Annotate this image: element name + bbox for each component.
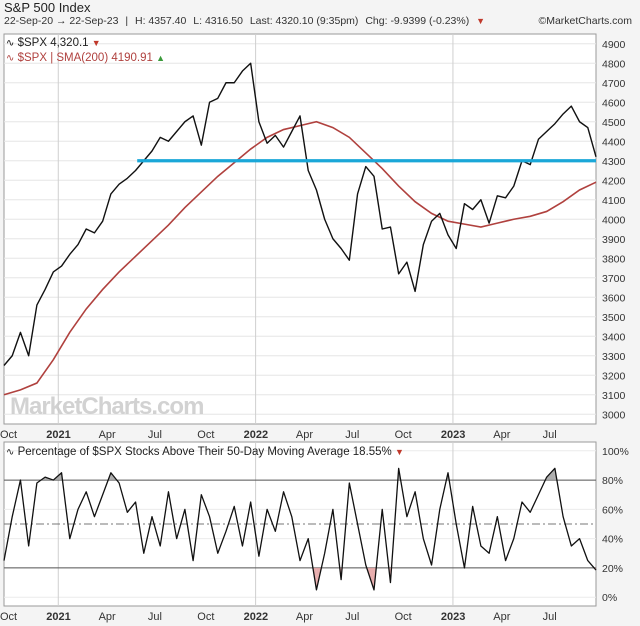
sma-legend-label: $SPX | SMA(200) 4190.91	[17, 52, 153, 64]
low-value: L: 4316.50	[193, 15, 243, 27]
breadth-legend: ∿ Percentage of $SPX Stocks Above Their …	[6, 446, 404, 458]
breadth-x-tick-label: Oct	[197, 611, 214, 623]
breadth-x-tick-label: Jul	[345, 611, 359, 623]
sma-legend-swatch-icon: ∿	[6, 53, 15, 64]
price-y-tick-label: 4400	[602, 136, 626, 148]
price-legend-swatch-icon: ∿	[6, 38, 15, 49]
price-down-icon: ▼	[91, 38, 101, 48]
price-y-tick-label: 3100	[602, 390, 626, 402]
breadth-x-tick-label: 2023	[441, 611, 465, 623]
price-x-tick-label: 2021	[46, 429, 70, 441]
breadth-x-tick-label: Oct	[0, 611, 17, 623]
brand-label: ©MarketCharts.com	[538, 15, 632, 27]
info-bar: 22-Sep-20 → 22-Sep-23 | H: 4357.40 L: 43…	[4, 15, 636, 27]
price-legend: ∿ $SPX 4,320.1 ▼	[6, 37, 101, 49]
breadth-y-tick-label: 40%	[602, 534, 623, 546]
breadth-line	[3, 467, 597, 591]
price-x-tick-label: Jul	[148, 429, 162, 441]
price-y-tick-label: 4800	[602, 58, 626, 70]
price-y-tick-label: 4900	[602, 39, 626, 51]
price-y-tick-label: 3400	[602, 331, 626, 343]
high-value: H: 4357.40	[134, 15, 187, 27]
breadth-x-tick-label: Jul	[543, 611, 557, 623]
price-y-tick-label: 4600	[602, 97, 626, 109]
price-y-tick-label: 4200	[602, 175, 626, 187]
price-y-tick-label: 3700	[602, 273, 626, 285]
last-value: Last: 4320.10 (9:35pm)	[249, 15, 359, 27]
price-y-tick-label: 3200	[602, 370, 626, 382]
breadth-x-tick-label: Apr	[296, 611, 313, 623]
sma-legend: ∿ $SPX | SMA(200) 4190.91 ▲	[6, 52, 165, 64]
price-y-tick-label: 3300	[602, 351, 626, 363]
price-y-tick-label: 4100	[602, 195, 626, 207]
price-y-tick-label: 3900	[602, 234, 626, 246]
breadth-x-tick-label: Apr	[493, 611, 510, 623]
price-x-tick-label: Apr	[493, 429, 510, 441]
breadth-legend-swatch-icon: ∿	[6, 447, 15, 458]
separator: |	[125, 15, 129, 27]
change-value: Chg: -9.9399 (-0.23%)	[365, 15, 470, 27]
price-y-tick-label: 3800	[602, 253, 626, 265]
price-legend-label: $SPX 4,320.1	[17, 37, 89, 49]
page-title: S&P 500 Index	[4, 0, 91, 15]
price-line	[3, 62, 597, 366]
breadth-down-icon: ▼	[395, 447, 404, 457]
price-x-tick-label: Oct	[197, 429, 214, 441]
price-x-tick-label: 2022	[244, 429, 268, 441]
breadth-y-tick-label: 0%	[602, 592, 617, 604]
breadth-y-tick-label: 60%	[602, 504, 623, 516]
price-x-tick-label: Apr	[296, 429, 313, 441]
breadth-y-tick-label: 20%	[602, 563, 623, 575]
sma-200-line	[3, 120, 597, 396]
breadth-y-tick-label: 100%	[602, 446, 629, 458]
sma-up-icon: ▲	[156, 53, 166, 63]
price-y-tick-label: 4300	[602, 156, 626, 168]
breadth-y-tick-label: 80%	[602, 475, 623, 487]
breadth-x-tick-label: Apr	[99, 611, 116, 623]
price-y-tick-label: 4500	[602, 117, 626, 129]
breadth-x-tick-label: Oct	[395, 611, 412, 623]
breadth-x-tick-label: Jul	[148, 611, 162, 623]
price-x-tick-label: Apr	[99, 429, 116, 441]
date-range: 22-Sep-20 → 22-Sep-23	[4, 15, 119, 27]
price-plot-area	[3, 33, 597, 425]
price-y-tick-label: 3500	[602, 312, 626, 324]
price-y-tick-label: 4700	[602, 78, 626, 90]
price-x-tick-label: Oct	[395, 429, 412, 441]
price-x-tick-label: Jul	[543, 429, 557, 441]
watermark-logo: MarketCharts.com	[10, 393, 203, 420]
breadth-x-tick-label: 2022	[244, 611, 268, 623]
price-x-tick-label: 2023	[441, 429, 465, 441]
change-down-icon: ▼	[476, 16, 486, 26]
price-x-tick-label: Jul	[345, 429, 359, 441]
price-y-tick-label: 3000	[602, 409, 626, 421]
breadth-x-tick-label: 2021	[46, 611, 70, 623]
price-x-tick-label: Oct	[0, 429, 17, 441]
breadth-legend-label: Percentage of $SPX Stocks Above Their 50…	[17, 446, 392, 458]
price-y-tick-label: 3600	[602, 292, 626, 304]
price-y-tick-label: 4000	[602, 214, 626, 226]
